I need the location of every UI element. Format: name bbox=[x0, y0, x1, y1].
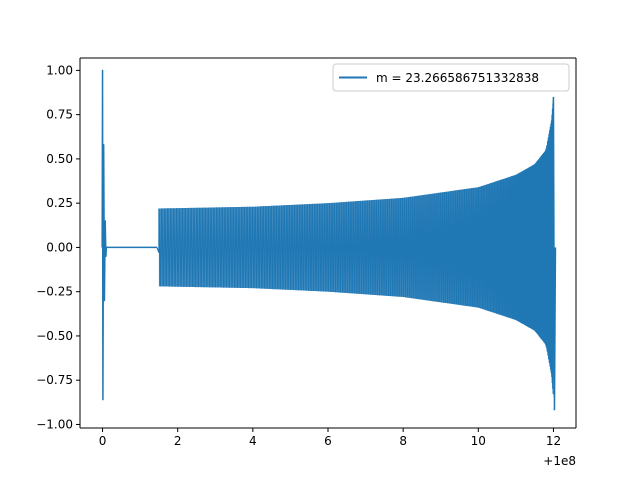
y-tick-label: 0.50 bbox=[46, 152, 73, 166]
x-axis-ticks: 0 2 4 6 8 10 12 bbox=[99, 428, 561, 448]
x-tick-label: 0 bbox=[99, 434, 107, 448]
x-tick-label: 6 bbox=[324, 434, 332, 448]
x-tick-label: 12 bbox=[546, 434, 561, 448]
y-tick-label: 0.00 bbox=[46, 240, 73, 254]
x-tick-label: 10 bbox=[471, 434, 486, 448]
y-axis-ticks: −1.00 −0.75 −0.50 −0.25 0.00 0.25 0.50 0.75 1.00 bbox=[36, 63, 80, 431]
y-tick-label: 0.25 bbox=[46, 196, 73, 210]
y-tick-label: 1.00 bbox=[46, 63, 73, 77]
series-end-peak bbox=[550, 96, 557, 411]
legend: m = 23.266586751332838 bbox=[332, 63, 570, 92]
y-tick-label: −1.00 bbox=[36, 417, 73, 431]
x-tick-label: 4 bbox=[249, 434, 257, 448]
y-tick-label: 0.75 bbox=[46, 108, 73, 122]
series-initial-spike bbox=[101, 69, 108, 401]
legend-entry-label: m = 23.266586751332838 bbox=[376, 71, 539, 85]
series-oscillation-line bbox=[156, 98, 554, 394]
legend-frame bbox=[332, 63, 570, 92]
y-tick-label: −0.25 bbox=[36, 285, 73, 299]
plot-content bbox=[101, 69, 557, 411]
x-tick-label: 2 bbox=[174, 434, 182, 448]
x-tick-label: 8 bbox=[399, 434, 407, 448]
y-tick-label: −0.75 bbox=[36, 373, 73, 387]
x-offset-label: +1e8 bbox=[543, 454, 576, 468]
y-tick-label: −0.50 bbox=[36, 329, 73, 343]
